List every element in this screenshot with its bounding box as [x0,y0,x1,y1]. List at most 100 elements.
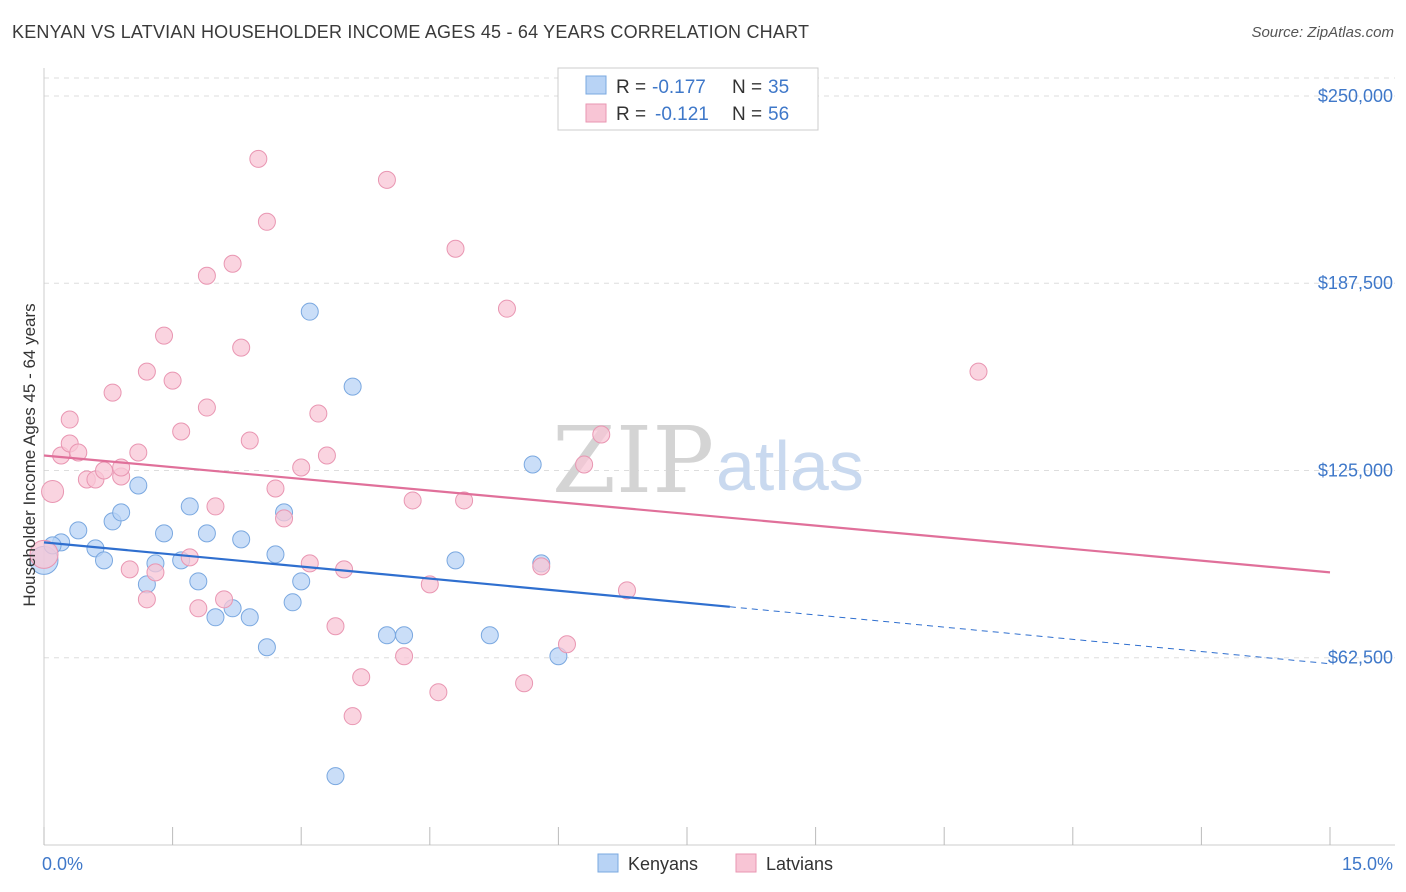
point-latvian [197,398,216,417]
point-latvian [189,599,208,618]
legend-n-value-latvian: 56 [768,104,789,125]
point-kenyan [240,608,259,627]
point-latvian [172,422,191,441]
chart-title: KENYAN VS LATVIAN HOUSEHOLDER INCOME AGE… [12,22,810,42]
point-kenyan [300,302,319,321]
point-kenyan [197,524,216,543]
point-latvian [326,617,345,636]
point-kenyan [232,530,251,549]
point-latvian [292,458,311,477]
series-legend-label-latvians: Latvians [766,854,833,874]
watermark-atlas: atlas [716,427,864,505]
point-latvian [446,239,465,258]
point-kenyan [326,767,345,786]
point-kenyan [206,608,225,627]
point-latvian [137,362,156,381]
point-latvian [257,212,276,231]
point-kenyan [257,638,276,657]
point-latvian [232,338,251,357]
point-kenyan [395,626,414,645]
point-kenyan [129,476,148,495]
point-latvian [215,590,234,609]
legend-r-value-kenyan: -0.177 [652,77,706,98]
point-kenyan [523,455,542,474]
legend-r-value-latvian: -0.121 [655,104,709,125]
point-latvian [300,554,319,573]
point-kenyan [343,377,362,396]
point-latvian [137,590,156,609]
point-latvian [95,461,114,480]
point-kenyan [95,551,114,570]
point-kenyan [446,551,465,570]
series-legend-label-kenyans: Kenyans [628,854,698,874]
point-layer [29,149,988,786]
y-tick-label: $250,000 [1318,86,1393,106]
point-latvian [575,455,594,474]
chart-source: Source: ZipAtlas.com [1251,24,1394,41]
legend-n-label-kenyan: N = [732,77,762,98]
point-latvian [60,410,79,429]
point-latvian [532,557,551,576]
point-latvian [266,479,285,498]
point-latvian [969,362,988,381]
legend-swatch-kenyan [585,75,607,95]
point-latvian [103,383,122,402]
point-kenyan [283,593,302,612]
point-kenyan [480,626,499,645]
legend-r-label-latvian: R = [616,104,646,125]
point-latvian [403,491,422,510]
x-tick-label: 0.0% [42,854,83,874]
point-kenyan [266,545,285,564]
point-latvian [343,707,362,726]
point-kenyan [112,503,131,522]
legend-n-label-latvian: N = [732,104,762,125]
point-latvian [240,431,259,450]
point-latvian [275,509,294,528]
watermark: ZIP atlas [552,407,864,514]
point-latvian [497,299,516,318]
point-kenyan [180,497,199,516]
point-latvian [557,635,576,654]
y-tick-label: $187,500 [1318,273,1393,293]
x-tick-label: 15.0% [1342,854,1393,874]
series-legend: Kenyans Latvians [597,853,833,874]
point-kenyan [189,572,208,591]
point-kenyan [377,626,396,645]
point-latvian [455,491,474,510]
point-latvian [206,497,225,516]
point-latvian [377,170,396,189]
point-latvian [69,443,88,462]
point-latvian [515,674,534,693]
point-latvian [429,683,448,702]
point-latvian [41,479,65,503]
point-latvian [155,326,174,345]
point-kenyan [155,524,174,543]
point-latvian [197,266,216,285]
grid-layer [44,77,1395,659]
legend-r-label-kenyan: R = [616,77,646,98]
trend-line-kenyan [43,541,730,608]
point-latvian [309,404,328,423]
series-legend-swatch-kenyans [597,853,619,873]
point-latvian [249,149,268,168]
point-latvian [317,446,336,465]
point-latvian [617,581,636,600]
y-tick-label: $125,000 [1318,460,1393,480]
point-latvian [129,443,148,462]
point-latvian [29,539,59,569]
point-kenyan [69,521,88,540]
legend-swatch-latvian [585,103,607,123]
point-latvian [592,425,611,444]
point-latvian [223,254,242,273]
point-latvian [395,647,414,666]
legend-n-value-kenyan: 35 [768,77,789,98]
correlation-legend: R = -0.177 N = 35 R = -0.121 N = 56 [557,67,819,131]
point-latvian [146,563,165,582]
point-latvian [163,371,182,390]
trend-layer [43,454,1331,665]
trend-line-latvian [43,454,1331,574]
point-latvian [352,668,371,687]
trend-line-extension-kenyan [729,606,1331,665]
y-axis-title: Householder Income Ages 45 - 64 years [20,303,39,606]
